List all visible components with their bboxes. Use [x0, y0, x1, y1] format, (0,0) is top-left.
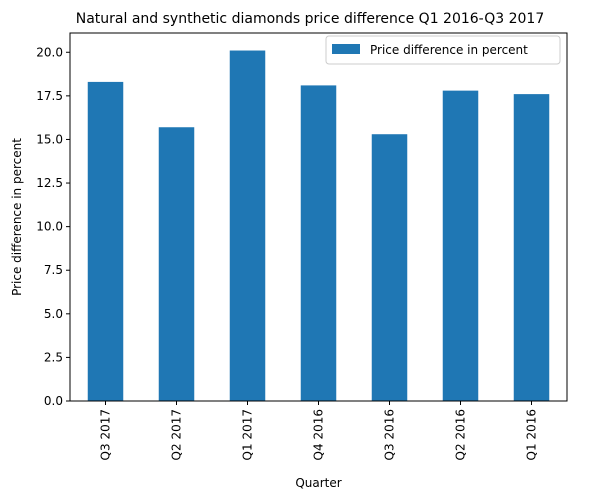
y-tick-label: 17.5 [36, 89, 63, 103]
bar [442, 90, 479, 401]
legend-swatch [332, 44, 360, 54]
bar [371, 134, 408, 402]
bar [300, 85, 337, 401]
y-tick-label: 7.5 [44, 263, 63, 277]
x-tick-label: Q1 2017 [241, 409, 255, 460]
bar [229, 50, 266, 402]
x-axis-label: Quarter [295, 476, 341, 490]
y-tick-label: 0.0 [44, 394, 63, 408]
plot-frame [69, 32, 568, 402]
y-tick-label: 2.5 [44, 350, 63, 364]
y-tick-label: 20.0 [36, 45, 63, 59]
x-tick-label: Q1 2016 [525, 409, 539, 460]
y-tick-label: 5.0 [44, 307, 63, 321]
x-tick-label: Q2 2016 [454, 409, 468, 460]
legend: Price difference in percent [325, 35, 561, 65]
bar [158, 127, 195, 401]
y-axis: 0.0 2.5 5.0 7.5 10.0 12.5 15.0 17.5 20.0 [36, 45, 70, 408]
x-tick-label: Q3 2016 [383, 409, 397, 460]
legend-box [325, 35, 561, 65]
x-tick-label: Q3 2017 [99, 409, 113, 460]
bars-layer [87, 50, 550, 402]
y-axis-label: Price difference in percent [10, 138, 24, 296]
y-tick-label: 10.0 [36, 220, 63, 234]
legend-label: Price difference in percent [370, 43, 528, 57]
bar [87, 81, 124, 402]
y-tick-label: 12.5 [36, 176, 63, 190]
bar [513, 94, 550, 402]
y-tick-label: 15.0 [36, 132, 63, 146]
x-tick-label: Q4 2016 [312, 409, 326, 460]
x-axis: Q3 2017 Q2 2017 Q1 2017 Q4 2016 Q3 2016 Q2 20… [99, 401, 539, 460]
x-tick-label: Q2 2017 [170, 409, 184, 460]
chart-title: Natural and synthetic diamonds price dif… [76, 11, 545, 27]
